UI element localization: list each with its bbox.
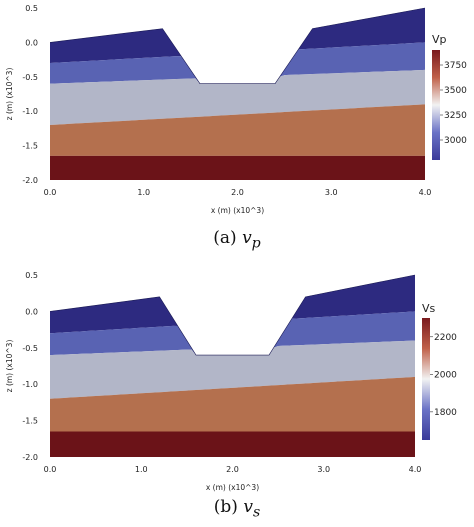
- panel-a-colorbar-tick-label: 3250: [444, 111, 467, 121]
- panel-b-xtick-label: 3.0: [317, 465, 330, 474]
- panel-b-surface-line: [49, 274, 416, 356]
- panel-a-colorbar-tick-label: 3750: [444, 61, 467, 71]
- panel-a-xtick-label: 4.0: [419, 188, 432, 197]
- panel-a-ylabel: z (m) (x10^3): [5, 68, 14, 121]
- caption-a-sub: p: [251, 235, 261, 252]
- panel-a-layer-4: [50, 104, 425, 156]
- caption-b: (b) vs: [0, 497, 474, 520]
- panel-b-ytick-label: -1.5: [22, 417, 38, 426]
- panel-b-ytick-label: -2.0: [22, 453, 38, 462]
- panel-a-layer-5: [50, 155, 425, 180]
- panel-b-ytick-label: -1.0: [22, 380, 38, 389]
- panel-b-xtick-label: 0.0: [44, 465, 57, 474]
- panel-b-ytick-label: 0.0: [25, 307, 38, 316]
- panel-a-layer-1: [50, 8, 425, 84]
- panel-b-ylabel: z (m) (x10^3): [5, 340, 14, 393]
- panel-b-xtick-label: 4.0: [409, 465, 422, 474]
- panel-a-colorbar-tick-label: 3000: [444, 136, 467, 146]
- panel-b-xtick-label: 1.0: [135, 465, 148, 474]
- panel-b-xlabel: x (m) (x10^3): [206, 483, 259, 492]
- panel-b-colorbar-tick-label: 1800: [434, 408, 457, 418]
- panel-b-layer-4: [50, 376, 415, 432]
- caption-b-sub: s: [252, 504, 261, 521]
- panel-a-xtick-label: 3.0: [325, 188, 338, 197]
- panel-a-xtick-label: 0.0: [44, 188, 57, 197]
- caption-a-label: (a): [213, 228, 237, 248]
- panel-b-colorbar-tick-label: 2200: [434, 333, 457, 343]
- panel-b-colorbar-title: Vs: [422, 302, 436, 315]
- panel-b-colorbar-tick-label: 2000: [434, 370, 457, 380]
- panel-a-xtick-label: 2.0: [231, 188, 244, 197]
- panel-a-colorbar: [432, 50, 440, 160]
- caption-a-var: v: [242, 228, 252, 248]
- panel-b-layer-3: [50, 340, 415, 399]
- panel-b-xtick-label: 2.0: [226, 465, 239, 474]
- panel-a-ytick-label: 0.5: [25, 4, 38, 13]
- panel-a-colorbar-title: Vp: [432, 33, 447, 46]
- caption-a: (a) vp: [0, 228, 474, 251]
- panel-a-xlabel: x (m) (x10^3): [211, 206, 264, 215]
- panel-a-ytick-label: -1.0: [22, 107, 38, 116]
- caption-b-label: (b): [213, 497, 238, 517]
- panel-a-ytick-label: -1.5: [22, 142, 38, 151]
- panel-a-ytick-label: -0.5: [22, 73, 38, 82]
- panel-a-surface-line: [49, 7, 426, 84]
- panel-b-ytick-label: 0.5: [25, 271, 38, 280]
- panel-b-colorbar: [422, 318, 430, 440]
- panel-a-ytick-label: -2.0: [22, 176, 38, 185]
- panel-a-xtick-label: 1.0: [137, 188, 150, 197]
- panel-b-layer-1: [50, 275, 415, 356]
- panel-a-layer-3: [50, 69, 425, 125]
- panel-b-layer-2: [50, 311, 415, 356]
- panel-b-layer-5: [50, 431, 415, 457]
- panel-a-colorbar-tick-label: 3500: [444, 86, 467, 96]
- caption-b-var: v: [243, 497, 253, 517]
- panel-b-ytick-label: -0.5: [22, 344, 38, 353]
- panel-a-ytick-label: 0.0: [25, 38, 38, 47]
